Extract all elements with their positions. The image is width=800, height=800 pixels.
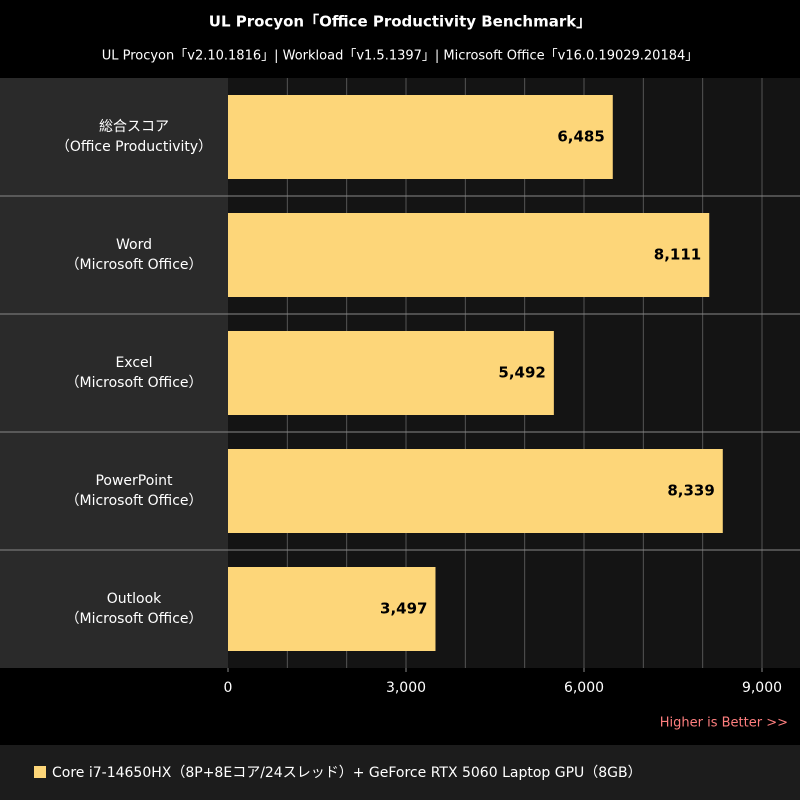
category-label: 総合スコア <box>99 119 169 135</box>
x-tick-label: 3,000 <box>386 680 426 696</box>
bar <box>228 331 554 415</box>
bar <box>228 213 710 297</box>
legend-swatch <box>34 766 46 778</box>
x-tick-label: 9,000 <box>742 680 782 696</box>
category-label: PowerPoint <box>95 473 173 489</box>
bar <box>228 567 436 651</box>
value-label: 6,485 <box>557 128 604 146</box>
category-label: Word <box>116 237 152 253</box>
chart-subtitle: UL Procyon「v2.10.1816」| Workload「v1.5.13… <box>102 49 699 64</box>
legend-label: Core i7-14650HX（8P+8Eコア/24スレッド）+ GeForce… <box>52 765 642 781</box>
category-label: Excel <box>115 355 152 371</box>
chart-title: UL Procyon「Office Productivity Benchmark… <box>209 13 591 31</box>
bar <box>228 95 613 179</box>
value-label: 5,492 <box>498 364 545 382</box>
legend-panel <box>0 745 800 800</box>
category-label: （Microsoft Office） <box>65 375 202 391</box>
category-label: （Microsoft Office） <box>65 257 202 273</box>
value-label: 3,497 <box>380 600 427 618</box>
x-tick-label: 6,000 <box>564 680 604 696</box>
value-label: 8,339 <box>667 482 714 500</box>
category-label: Outlook <box>107 591 162 607</box>
label-panel <box>0 78 228 668</box>
value-label: 8,111 <box>654 246 701 264</box>
category-label: （Office Productivity） <box>56 139 212 155</box>
category-label: （Microsoft Office） <box>65 493 202 509</box>
note: Higher is Better >> <box>660 716 788 731</box>
bar <box>228 449 723 533</box>
x-tick-label: 0 <box>224 680 233 696</box>
category-label: （Microsoft Office） <box>65 611 202 627</box>
